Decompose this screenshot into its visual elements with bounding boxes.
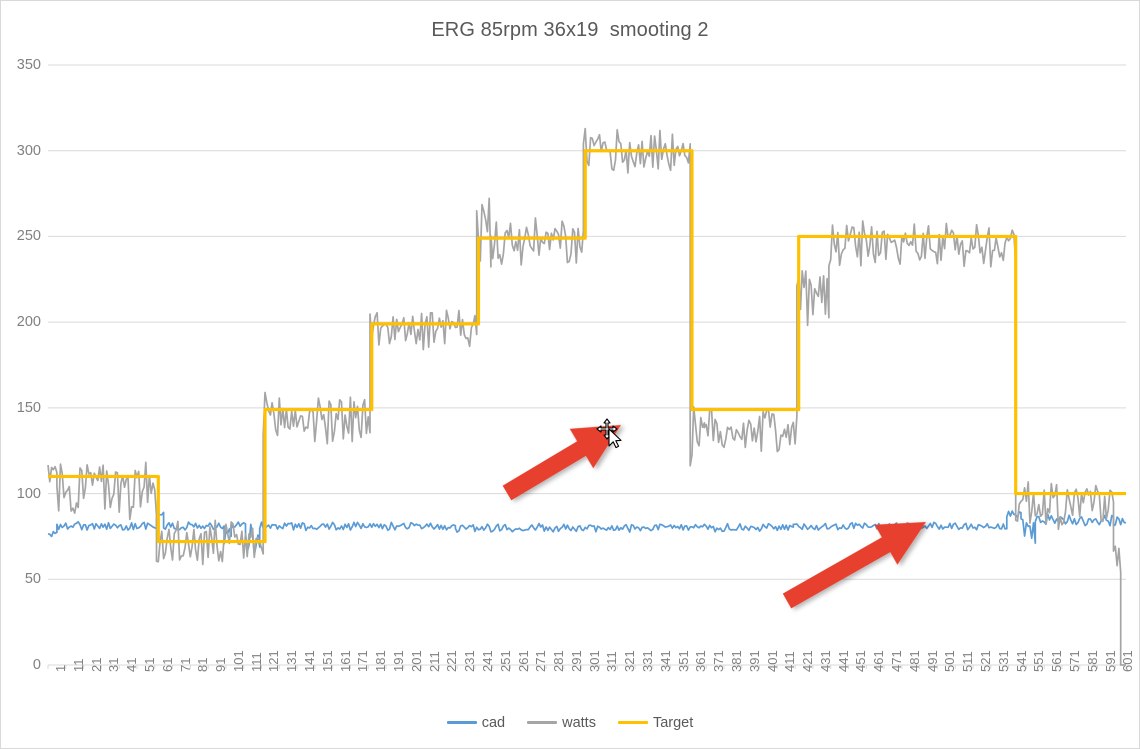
x-axis-tick-label: 321 (622, 650, 638, 672)
legend-swatch-cad (446, 721, 477, 725)
legend-label-Target: Target (652, 714, 694, 731)
x-axis-tick-label: 191 (390, 650, 406, 672)
x-axis-tick-label: 1 (53, 664, 68, 672)
x-axis-tick-label: 421 (800, 650, 816, 672)
series-line-watts (47, 127, 1126, 666)
x-axis-tick-label: 491 (924, 650, 940, 672)
x-axis-tick-label: 431 (817, 650, 833, 672)
legend-swatch-watts (527, 721, 558, 725)
x-axis-tick-label: 51 (141, 657, 157, 672)
x-tick-marks (47, 665, 1127, 669)
x-axis-tick-label: 41 (124, 657, 140, 672)
x-axis-tick-label: 571 (1066, 650, 1082, 672)
x-axis-tick-label: 561 (1049, 650, 1065, 672)
y-axis-tick-label: 50 (24, 571, 41, 588)
x-axis-tick-label: 371 (711, 650, 727, 672)
x-axis-tick-label: 501 (942, 650, 958, 672)
x-axis-tick-label: 241 (479, 650, 495, 672)
x-axis-tick-label: 451 (853, 650, 869, 672)
x-axis-tick-label: 381 (728, 650, 744, 672)
x-axis-tick-label: 301 (586, 650, 602, 672)
red-arrow-lower (782, 521, 927, 609)
x-axis-tick-label: 81 (195, 657, 211, 672)
x-axis-tick-label: 351 (675, 650, 691, 672)
legend-item-watts[interactable]: watts (527, 714, 596, 731)
x-axis-tick-label: 401 (764, 650, 780, 672)
legend-label-watts: watts (562, 714, 596, 731)
x-axis-tick-label: 331 (640, 650, 656, 672)
legend-swatch-Target (617, 721, 648, 725)
x-axis-tick-label: 551 (1031, 650, 1047, 672)
x-axis-tick-label: 21 (88, 657, 104, 672)
x-axis-tick-label: 521 (978, 650, 994, 672)
x-axis-tick-label: 31 (106, 657, 122, 672)
x-axis-tick-label: 291 (568, 650, 584, 672)
x-axis-tick-label: 311 (604, 651, 620, 672)
series-line-Target (48, 149, 1126, 544)
x-axis-tick-label: 281 (551, 650, 567, 672)
x-axis-tick-label: 71 (177, 657, 193, 672)
x-axis-tick-label: 141 (302, 650, 318, 672)
x-axis-tick-label: 201 (408, 650, 424, 672)
y-axis-tick-label: 200 (16, 314, 41, 331)
x-axis-tick-label: 161 (337, 650, 353, 672)
y-axis-tick-label: 250 (16, 228, 41, 245)
x-axis-tick-label: 101 (230, 650, 246, 672)
x-axis-tick-label: 221 (444, 650, 460, 672)
x-axis-tick-label: 361 (693, 650, 709, 672)
x-axis-tick-label: 91 (213, 657, 229, 672)
y-axis-tick-label: 300 (16, 142, 41, 159)
chart-title: ERG 85rpm 36x19 smooting 2 (431, 19, 709, 41)
x-axis-tick-label: 111 (248, 652, 264, 672)
red-arrow-upper (502, 425, 621, 501)
x-axis-tick-label: 471 (889, 650, 905, 672)
x-axis-tick-label: 531 (995, 650, 1011, 672)
x-axis-tick-label: 391 (746, 650, 762, 672)
x-axis-tick-label: 341 (657, 650, 673, 672)
x-axis-tick-label: 541 (1013, 650, 1029, 672)
x-axis-tick-label: 251 (497, 650, 513, 672)
x-axis-tick-label: 591 (1102, 650, 1118, 672)
x-axis-tick-label: 231 (462, 650, 478, 672)
legend-item-Target[interactable]: Target (617, 714, 694, 731)
legend-label-cad: cad (481, 714, 506, 731)
x-axis-tick-label: 171 (355, 650, 371, 672)
x-axis-tick-label: 261 (515, 650, 531, 672)
annotation-layer (502, 418, 927, 609)
x-axis-tick-label: 181 (373, 650, 389, 672)
x-axis-tick-label: 601 (1120, 650, 1136, 672)
x-axis-tick-label: 481 (906, 650, 922, 672)
x-axis-tick-label: 411 (782, 651, 798, 672)
x-axis-tick-label: 121 (266, 650, 282, 672)
y-axis-tick-label: 0 (32, 657, 41, 673)
x-axis-tick-label: 211 (426, 651, 442, 672)
x-axis-tick-label: 511 (960, 651, 976, 672)
x-axis-tick-label: 11 (70, 658, 86, 673)
x-axis-tick-label: 151 (319, 650, 335, 672)
x-axis-tick-label: 441 (835, 650, 851, 672)
x-axis-tick-label: 61 (159, 657, 175, 672)
legend-item-cad[interactable]: cad (446, 714, 506, 731)
series-layer (47, 127, 1127, 666)
y-axis-tick-label: 100 (16, 485, 41, 502)
x-axis-tick-label: 461 (871, 650, 887, 672)
x-axis-tick-label: 271 (533, 650, 549, 672)
y-axis-tick-label: 150 (16, 399, 41, 416)
x-axis-tick-label: 581 (1084, 650, 1100, 672)
move-cursor-icon (596, 418, 622, 449)
y-axis-tick-label: 350 (16, 57, 41, 73)
x-axis-tick-label: 131 (284, 650, 300, 672)
chart-legend[interactable]: cad watts Target (1, 714, 1139, 731)
